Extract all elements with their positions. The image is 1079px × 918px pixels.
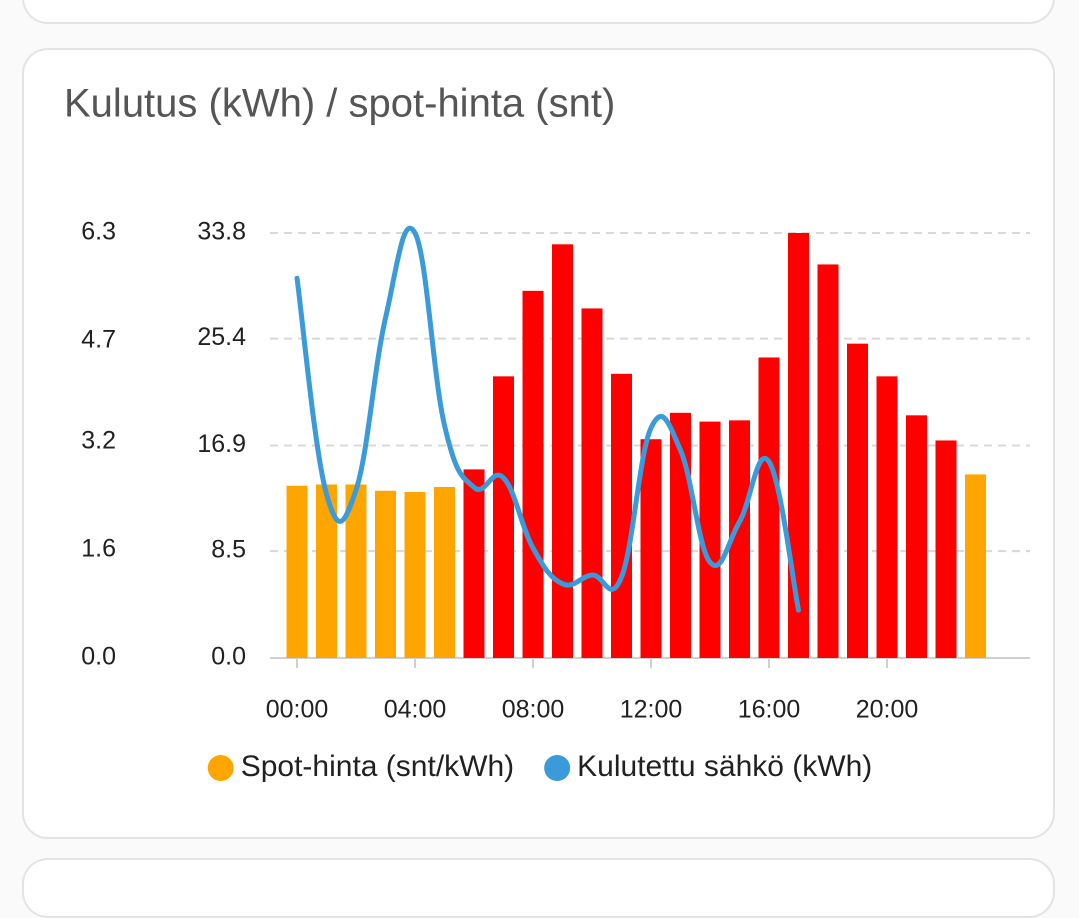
bar [375,490,396,658]
chart-title: Kulutus (kWh) / spot-hinta (snt) [64,82,615,126]
legend-swatch [207,755,234,781]
chart: Kulutus (kWh) / spot-hinta (snt) 0.0 8.5 1… [64,82,1030,783]
page: Kulutus (kWh) / spot-hinta (snt) 0.0 8.5 1… [22,0,1055,918]
x-tick-label: 12:00 [620,696,683,724]
y-tick-label: 8.5 [211,536,246,564]
legend-label: Kulutettu sähkö (kWh) [577,750,872,783]
bar [729,420,750,658]
bar [965,474,986,658]
line [294,225,801,613]
x-tick-label: 20:00 [856,696,919,724]
y-tick-label: 25.4 [197,323,246,351]
y2-tick-label: 6.3 [81,218,116,246]
y2-tick-label: 3.2 [81,427,116,455]
bar [699,421,721,658]
bar [906,415,927,658]
y2-tick-label: 4.7 [81,326,116,354]
bar [345,484,367,658]
bar [788,233,809,658]
y-tick-label: 0.0 [211,643,246,671]
bar [404,492,426,658]
x-tick-label: 00:00 [266,696,329,724]
bar [817,264,839,658]
bar [640,439,662,658]
bar [493,376,514,658]
bar [935,440,957,658]
bar [522,290,544,658]
bar [581,308,603,658]
x-tick-label: 08:00 [502,696,565,724]
card-below [22,858,1055,918]
legend-label: Spot-hinta (snt/kWh) [241,750,514,783]
x-tick-label: 04:00 [384,696,447,724]
bar [434,486,455,658]
bar [463,469,485,658]
y-tick-label: 16.9 [197,430,246,458]
card-above [22,0,1055,24]
x-tick-label: 16:00 [738,696,801,724]
bar [847,343,868,658]
y-tick-label: 33.8 [197,218,246,246]
bar [552,244,573,658]
bar [758,357,780,658]
bar [286,485,308,658]
bar [316,484,337,658]
y2-tick-label: 1.6 [81,535,116,563]
legend-swatch [544,755,571,781]
bar [876,376,898,658]
y2-tick-label: 0.0 [81,643,116,671]
bar [611,373,632,658]
